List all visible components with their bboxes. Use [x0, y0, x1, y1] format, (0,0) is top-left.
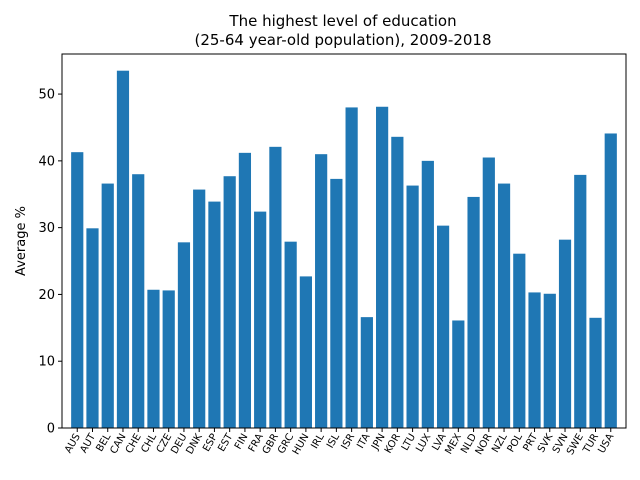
x-tick-label-can: CAN	[108, 432, 128, 456]
x-tick-label-mex: MEX	[443, 432, 463, 457]
bar-fin	[238, 152, 252, 429]
bar-kor	[391, 136, 404, 429]
chart-title-line-2: (25-64 year-old population), 2009-2018	[194, 31, 491, 49]
x-tick-label-lux: LUX	[414, 432, 433, 454]
bar-isr	[345, 107, 358, 428]
x-tick-label-pol: POL	[506, 432, 525, 455]
x-tick-label-tur: TUR	[581, 432, 601, 456]
bar-gbr	[269, 146, 282, 428]
y-tick-label-40: 40	[38, 154, 55, 169]
x-tick-label-isr: ISR	[340, 432, 358, 452]
bar-tur	[589, 317, 602, 428]
bars-group	[71, 70, 617, 429]
x-tick-label-isl: ISL	[325, 432, 342, 451]
bar-deu	[177, 242, 191, 428]
bar-jpn	[376, 106, 389, 428]
x-axis: AUSAUTBELCANCHECHLCZEDEUDNKESPESTFINFRAG…	[63, 428, 616, 457]
x-tick-label-aus: AUS	[63, 432, 83, 455]
bar-est	[223, 176, 236, 428]
x-tick-label-ita: ITA	[355, 432, 372, 451]
bar-grc	[284, 241, 297, 428]
bar-esp	[208, 201, 221, 428]
x-tick-label-est: EST	[216, 431, 235, 454]
bar-dnk	[193, 189, 206, 428]
bar-ita	[360, 317, 373, 428]
bar-chl	[147, 289, 160, 428]
y-tick-label-50: 50	[38, 88, 55, 103]
x-tick-label-hun: HUN	[291, 432, 312, 457]
x-tick-label-nor: NOR	[474, 432, 495, 457]
bar-lva	[436, 225, 450, 428]
bar-nzl	[497, 183, 511, 428]
bar-nor	[482, 157, 495, 428]
y-axis: 0 10 20 30 40 50	[38, 88, 62, 437]
bar-can	[116, 70, 130, 429]
x-tick-label-kor: KOR	[383, 432, 403, 456]
bar-isl	[330, 178, 343, 428]
bar-svk	[543, 293, 556, 428]
y-axis-label: Average %	[14, 206, 29, 276]
bar-bel	[101, 183, 114, 428]
x-tick-label-aut: AUT	[78, 431, 98, 455]
y-tick-label-10: 10	[38, 355, 55, 370]
plot-frame	[61, 53, 627, 429]
bar-mex	[452, 320, 465, 428]
x-tick-label-che: CHE	[124, 432, 144, 456]
x-tick-label-irl: IRL	[309, 432, 326, 451]
bar-svn	[558, 239, 572, 428]
bar-pol	[513, 253, 526, 428]
chart-title-line-1: The highest level of education	[228, 12, 456, 30]
x-tick-label-nzl: NZL	[490, 432, 510, 455]
bar-hun	[299, 276, 312, 428]
bar-fra	[254, 211, 267, 428]
bar-cze	[162, 290, 175, 428]
y-tick-label-20: 20	[38, 288, 55, 303]
x-tick-label-esp: ESP	[201, 432, 220, 454]
bar-ltu	[406, 185, 419, 428]
bar-aut	[86, 228, 99, 428]
bar-usa	[604, 133, 617, 428]
y-tick-label-30: 30	[38, 221, 55, 236]
x-tick-label-swe: SWE	[565, 432, 586, 457]
bar-aus	[71, 152, 84, 429]
x-tick-label-dnk: DNK	[184, 432, 205, 457]
x-tick-label-usa: USA	[596, 432, 616, 456]
bar-nld	[467, 196, 480, 428]
y-tick-label-0: 0	[47, 422, 55, 437]
bar-lux	[421, 160, 434, 428]
bar-prt	[528, 292, 541, 428]
bar-irl	[315, 154, 328, 428]
bar-swe	[574, 174, 587, 428]
bar-che	[132, 174, 145, 428]
